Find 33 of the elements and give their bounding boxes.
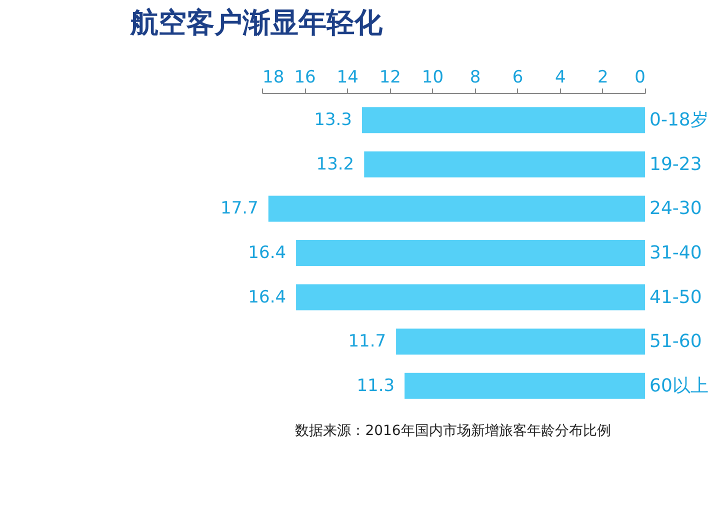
bar [404, 372, 645, 399]
source-note: 数据来源：2016年国内市场新增旅客年龄分布比例 [295, 423, 611, 439]
bar [296, 284, 645, 310]
bar [268, 196, 645, 222]
data-label: 13.3 [314, 110, 352, 130]
data-label: 16.4 [248, 287, 286, 308]
x-tick-label: 8 [470, 68, 481, 88]
x-tick-label: 18 [262, 68, 284, 88]
y-tick-label: 24-30 [650, 198, 702, 220]
data-label: 11.7 [348, 332, 386, 352]
y-tick-label: 0-18岁 [650, 110, 708, 131]
x-tick-label: 10 [422, 68, 444, 88]
data-label: 11.3 [356, 376, 395, 396]
x-tick-label: 12 [379, 68, 401, 88]
x-tick-label: 2 [598, 68, 608, 88]
x-tick-label: 0 [634, 68, 646, 88]
bar [296, 240, 645, 266]
bar [396, 328, 645, 355]
data-label: 16.4 [248, 243, 286, 263]
x-tick-label: 16 [294, 68, 316, 88]
y-tick-label: 19-23 [650, 154, 702, 175]
bar [362, 107, 645, 134]
x-tick-label: 6 [512, 68, 524, 88]
x-tick-label: 4 [554, 68, 566, 88]
y-tick-label: 41-50 [650, 286, 702, 308]
y-tick-label: 51-60 [650, 331, 702, 352]
y-tick-label: 60以上 [650, 375, 708, 396]
bar [364, 151, 645, 178]
data-label: 17.7 [220, 198, 258, 219]
chart-title: 航空客户渐显年轻化 [130, 6, 384, 39]
x-tick-label: 14 [336, 68, 358, 88]
y-tick-label: 31-40 [650, 242, 702, 264]
data-label: 13.2 [316, 154, 354, 174]
